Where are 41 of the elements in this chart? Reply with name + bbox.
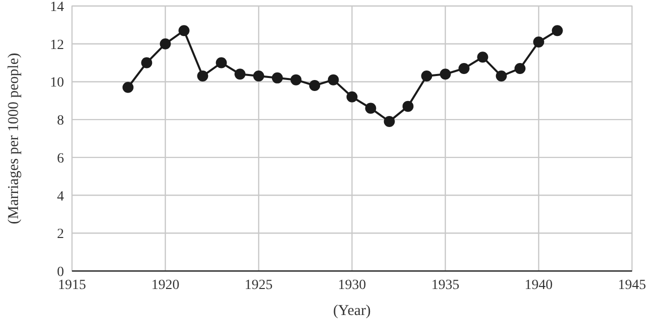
point <box>402 100 414 112</box>
point <box>309 80 320 91</box>
point <box>253 70 264 82</box>
point <box>514 62 526 74</box>
y-tick-label: 14 <box>50 0 64 15</box>
point <box>384 116 395 127</box>
point <box>234 68 246 80</box>
x-tick-label: 1940 <box>524 278 553 293</box>
y-tick-label: 4 <box>57 189 64 204</box>
point <box>496 70 507 82</box>
point <box>160 38 171 50</box>
point <box>197 70 208 82</box>
point <box>533 36 544 48</box>
point <box>272 72 283 84</box>
x-tick-label: 1945 <box>618 278 646 293</box>
point <box>216 57 227 68</box>
x-tick-label: 1915 <box>58 278 86 293</box>
point <box>346 91 358 102</box>
y-tick-label: 0 <box>57 265 64 280</box>
y-tick-label: 2 <box>57 227 64 242</box>
y-tick-label: 10 <box>50 76 64 91</box>
y-tick-label: 6 <box>57 151 64 166</box>
x-tick-label: 1935 <box>431 278 460 293</box>
point <box>122 82 134 93</box>
point <box>178 25 190 36</box>
point <box>458 62 470 74</box>
point <box>477 52 488 63</box>
y-axis-title: (Marriages per 1000 people) <box>6 52 22 224</box>
point <box>440 68 451 80</box>
x-tick-label: 1930 <box>338 278 366 293</box>
y-tick-label: 8 <box>57 114 64 129</box>
x-axis-title: (Year) <box>333 303 371 319</box>
y-tick-label: 12 <box>50 38 64 53</box>
point <box>421 70 432 82</box>
x-tick-label: 1920 <box>151 278 180 293</box>
point <box>328 74 339 86</box>
point <box>365 102 376 114</box>
point <box>290 74 302 86</box>
point <box>552 25 563 36</box>
x-tick-label: 1925 <box>244 278 273 293</box>
point <box>141 57 152 68</box>
